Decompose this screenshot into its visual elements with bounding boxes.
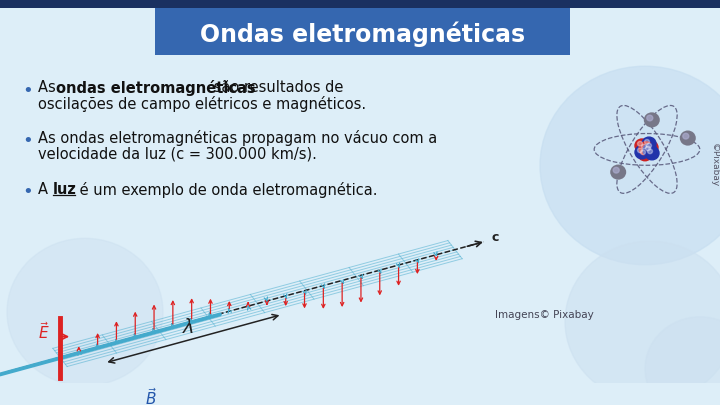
Circle shape bbox=[540, 66, 720, 265]
Circle shape bbox=[645, 147, 659, 160]
Text: ©Pixabay: ©Pixabay bbox=[709, 143, 719, 188]
Text: oscilações de campo elétricos e magnéticos.: oscilações de campo elétricos e magnétic… bbox=[38, 96, 366, 113]
Circle shape bbox=[637, 148, 642, 153]
Circle shape bbox=[642, 137, 656, 150]
Circle shape bbox=[683, 133, 689, 139]
Circle shape bbox=[644, 139, 649, 144]
Circle shape bbox=[644, 112, 660, 128]
Circle shape bbox=[646, 146, 650, 151]
Bar bbox=[155, 8, 570, 55]
Circle shape bbox=[638, 147, 652, 161]
Circle shape bbox=[637, 141, 642, 146]
Text: são resultados de: são resultados de bbox=[209, 80, 343, 95]
Circle shape bbox=[647, 149, 652, 153]
Circle shape bbox=[680, 130, 696, 146]
Circle shape bbox=[565, 241, 720, 402]
Text: luz: luz bbox=[53, 181, 77, 196]
Text: As: As bbox=[38, 80, 60, 95]
Text: A: A bbox=[38, 181, 53, 196]
Circle shape bbox=[641, 150, 646, 155]
Text: $\vec{B}$: $\vec{B}$ bbox=[145, 387, 158, 405]
Text: Imagens© Pixabay: Imagens© Pixabay bbox=[495, 310, 594, 320]
Text: •: • bbox=[22, 183, 32, 201]
Text: c: c bbox=[492, 231, 499, 244]
Text: Ondas eletromagnéticas: Ondas eletromagnéticas bbox=[200, 21, 526, 47]
Text: $\lambda$: $\lambda$ bbox=[182, 318, 194, 337]
Circle shape bbox=[647, 115, 653, 121]
Circle shape bbox=[642, 144, 647, 149]
Circle shape bbox=[7, 238, 163, 386]
Circle shape bbox=[639, 142, 653, 155]
Text: As ondas eletromagnéticas propagam no vácuo com a: As ondas eletromagnéticas propagam no vá… bbox=[38, 130, 437, 147]
Circle shape bbox=[645, 317, 720, 405]
Circle shape bbox=[613, 167, 619, 173]
Bar bbox=[0, 0, 720, 8]
Text: velocidade da luz (c = 300.000 km/s).: velocidade da luz (c = 300.000 km/s). bbox=[38, 147, 317, 162]
Circle shape bbox=[643, 144, 657, 157]
Text: •: • bbox=[22, 132, 32, 150]
Text: $\vec{E}$: $\vec{E}$ bbox=[38, 322, 50, 343]
Circle shape bbox=[635, 139, 649, 152]
Text: é um exemplo de onda eletromagnética.: é um exemplo de onda eletromagnética. bbox=[75, 181, 377, 198]
Circle shape bbox=[635, 146, 649, 159]
Text: •: • bbox=[22, 82, 32, 100]
Circle shape bbox=[644, 141, 658, 154]
Circle shape bbox=[611, 164, 626, 180]
Text: ondas eletromagnéticas: ondas eletromagnéticas bbox=[56, 80, 256, 96]
Circle shape bbox=[647, 143, 652, 148]
